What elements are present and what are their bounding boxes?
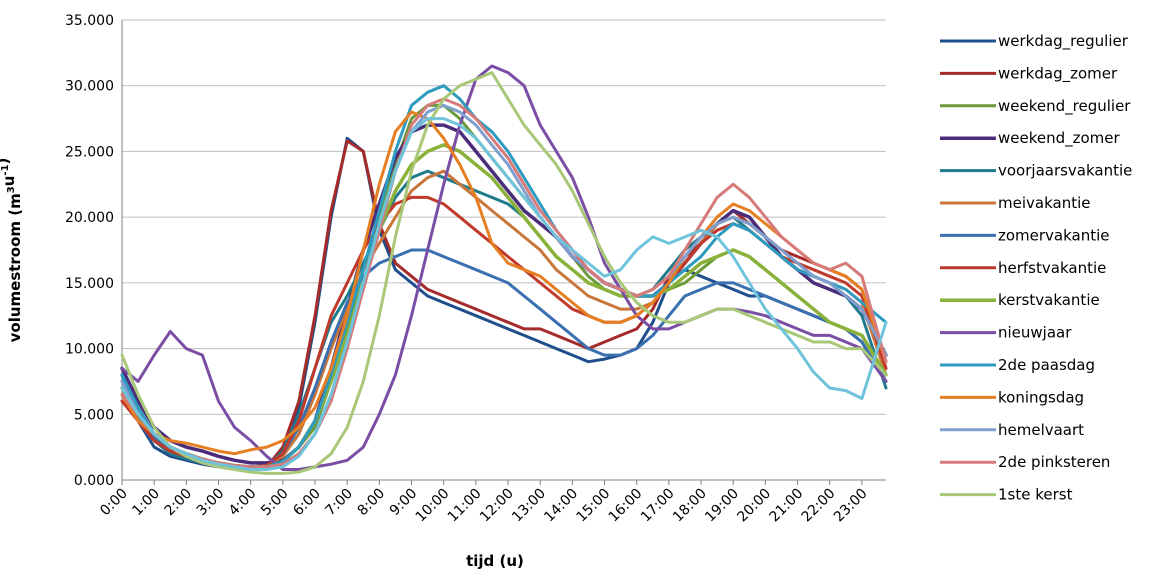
x-tick-label: 13:00 [509, 486, 549, 526]
series-line-12 [120, 103, 888, 469]
legend-label: hemelvaart [998, 421, 1084, 439]
legend-label: zomervakantie [998, 226, 1110, 244]
y-tick-labels: 0.000 5.000 10.000 15.000 20.000 25.000 30.000… [65, 13, 114, 489]
y-tick-label: 20.000 [65, 210, 114, 226]
legend-label: werkdag_regulier [998, 32, 1129, 51]
y-tick-label: 0.000 [74, 473, 114, 489]
y-tick-label: 15.000 [65, 276, 114, 292]
legend-label: weekend_regulier [998, 97, 1131, 116]
x-tick-label: 12:00 [477, 486, 517, 526]
y-tick-label: 25.000 [65, 144, 114, 160]
legend-label: nieuwjaar [998, 324, 1072, 342]
legend-label: herfstvakantie [998, 259, 1106, 277]
x-tick-label: 3:00 [194, 486, 228, 520]
x-tick-labels: 0:001:002:003:004:005:006:007:008:009:00… [97, 486, 870, 526]
x-tick-label: 20:00 [734, 486, 774, 526]
x-tick-label: 11:00 [445, 486, 485, 526]
legend-label: 1ste kerst [998, 486, 1073, 504]
series-line-8 [120, 143, 888, 469]
y-tick-label: 35.000 [65, 13, 114, 29]
x-tick-label: 15:00 [574, 486, 614, 526]
legend: werkdag_regulier werkdag_zomer weekend_reg… [940, 32, 1132, 504]
x-tick-label: 23:00 [831, 486, 871, 526]
legend-label: kerstvakantie [998, 291, 1100, 309]
series-line-9 [120, 64, 888, 471]
legend-label: voorjaarsvakantie [998, 162, 1132, 180]
legend-label: weekend_zomer [998, 129, 1121, 148]
x-axis-label: tijd (u) [466, 552, 524, 570]
series-line-15 [120, 117, 888, 471]
x-tick-label: 17:00 [638, 486, 678, 526]
gridlines [122, 19, 886, 415]
legend-label: werkdag_zomer [998, 64, 1118, 83]
legend-label: 2de pinksteren [998, 453, 1110, 471]
series-lines [120, 64, 888, 475]
y-tick-label: 10.000 [65, 342, 114, 358]
x-tick-label: 7:00 [322, 486, 356, 520]
series-line-11 [120, 110, 888, 456]
x-tick-label: 4:00 [226, 486, 260, 520]
x-tick-label: 18:00 [670, 486, 710, 526]
x-tick-label: 10:00 [413, 486, 453, 526]
x-tick-label: 19:00 [702, 486, 742, 526]
x-tick-label: 6:00 [290, 486, 324, 520]
x-tick-label: 8:00 [355, 486, 389, 520]
legend-label: 2de paasdag [998, 356, 1095, 374]
x-tick-label: 22:00 [799, 486, 839, 526]
y-tick-label: 5.000 [74, 407, 114, 423]
x-tick-label: 16:00 [606, 486, 646, 526]
series-line-7 [120, 195, 888, 469]
x-tick-label: 1:00 [129, 486, 163, 520]
x-tick-label: 0:00 [97, 486, 131, 520]
series-line-14 [120, 71, 888, 475]
x-tick-label: 14:00 [541, 486, 581, 526]
y-tick-label: 30.000 [65, 79, 114, 95]
x-tick-label: 21:00 [767, 486, 807, 526]
legend-label: meivakantie [998, 194, 1090, 212]
x-tick-label: 2:00 [162, 486, 196, 520]
x-tick-label: 5:00 [258, 486, 292, 520]
series-line-3 [120, 123, 888, 465]
series-line-13 [120, 97, 888, 469]
legend-label: koningsdag [998, 388, 1084, 406]
y-axis-label: volumestroom (m3u-1) [0, 158, 24, 343]
